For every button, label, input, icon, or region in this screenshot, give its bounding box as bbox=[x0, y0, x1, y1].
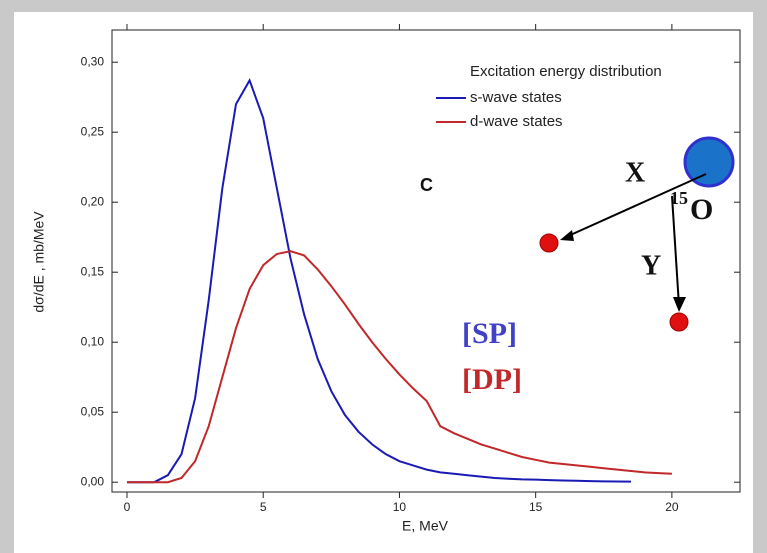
arrowhead bbox=[560, 230, 574, 241]
panel bbox=[14, 12, 753, 553]
element: O bbox=[690, 193, 713, 226]
nucleus bbox=[683, 136, 735, 188]
x-axis-label: E, MeV bbox=[402, 518, 449, 534]
x-label: X bbox=[625, 157, 645, 188]
arrow-x bbox=[565, 173, 707, 238]
y-label: Y bbox=[641, 250, 661, 281]
dp-label: [DP] bbox=[462, 363, 522, 396]
y-tick-label: 0,10 bbox=[81, 334, 105, 348]
y-axis-label: dσ/dE , mb/MeV bbox=[31, 211, 47, 313]
y-tick-label: 0,30 bbox=[81, 54, 105, 68]
y-tick-label: 0,20 bbox=[81, 194, 105, 208]
y-tick-label: 0,15 bbox=[81, 264, 105, 278]
legend-label: s-wave states bbox=[470, 89, 562, 106]
legend-label: d-wave states bbox=[470, 113, 563, 130]
plot-frame bbox=[111, 29, 741, 493]
particle bbox=[669, 312, 689, 332]
arrowhead bbox=[673, 297, 686, 312]
sp-label: [SP] bbox=[462, 317, 517, 350]
x-tick-label: 5 bbox=[260, 500, 267, 514]
arrow-y bbox=[671, 195, 680, 307]
x-tick-label: 0 bbox=[124, 500, 131, 514]
legend-title: Excitation energy distribution bbox=[470, 63, 662, 80]
x-tick-label: 15 bbox=[529, 500, 543, 514]
y-tick-label: 0,05 bbox=[81, 404, 105, 418]
x-tick-label: 10 bbox=[393, 500, 407, 514]
y-tick-label: 0,25 bbox=[81, 124, 105, 138]
panel-letter: C bbox=[420, 175, 433, 195]
mass-number: 15 bbox=[670, 188, 688, 208]
series-line bbox=[126, 250, 672, 484]
series-line bbox=[126, 78, 632, 484]
x-tick-label: 20 bbox=[665, 500, 679, 514]
y-tick-label: 0,00 bbox=[81, 474, 105, 488]
particle bbox=[539, 233, 559, 253]
